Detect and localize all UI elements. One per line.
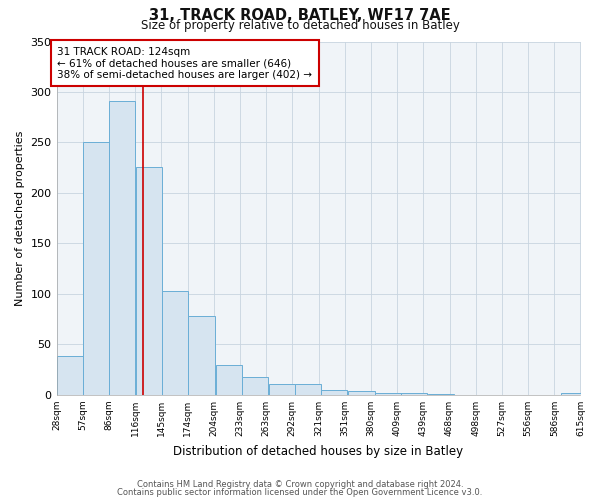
Bar	[560, 393, 587, 395]
Bar	[295, 384, 321, 395]
Bar	[188, 316, 215, 395]
X-axis label: Distribution of detached houses by size in Batley: Distribution of detached houses by size …	[173, 444, 464, 458]
Bar	[242, 377, 268, 395]
Bar	[136, 166, 162, 395]
Text: Contains HM Land Registry data © Crown copyright and database right 2024.: Contains HM Land Registry data © Crown c…	[137, 480, 463, 489]
Text: Size of property relative to detached houses in Batley: Size of property relative to detached ho…	[140, 19, 460, 32]
Bar	[374, 393, 401, 395]
Bar	[428, 394, 454, 395]
Bar	[269, 384, 295, 395]
Bar	[56, 356, 83, 395]
Bar	[109, 101, 135, 395]
Bar	[162, 291, 188, 395]
Y-axis label: Number of detached properties: Number of detached properties	[15, 130, 25, 306]
Bar	[401, 393, 427, 395]
Bar	[215, 364, 242, 395]
Text: 31 TRACK ROAD: 124sqm
← 61% of detached houses are smaller (646)
38% of semi-det: 31 TRACK ROAD: 124sqm ← 61% of detached …	[58, 46, 313, 80]
Bar	[321, 390, 347, 395]
Bar	[83, 142, 109, 395]
Bar	[349, 391, 374, 395]
Text: Contains public sector information licensed under the Open Government Licence v3: Contains public sector information licen…	[118, 488, 482, 497]
Text: 31, TRACK ROAD, BATLEY, WF17 7AE: 31, TRACK ROAD, BATLEY, WF17 7AE	[149, 8, 451, 22]
